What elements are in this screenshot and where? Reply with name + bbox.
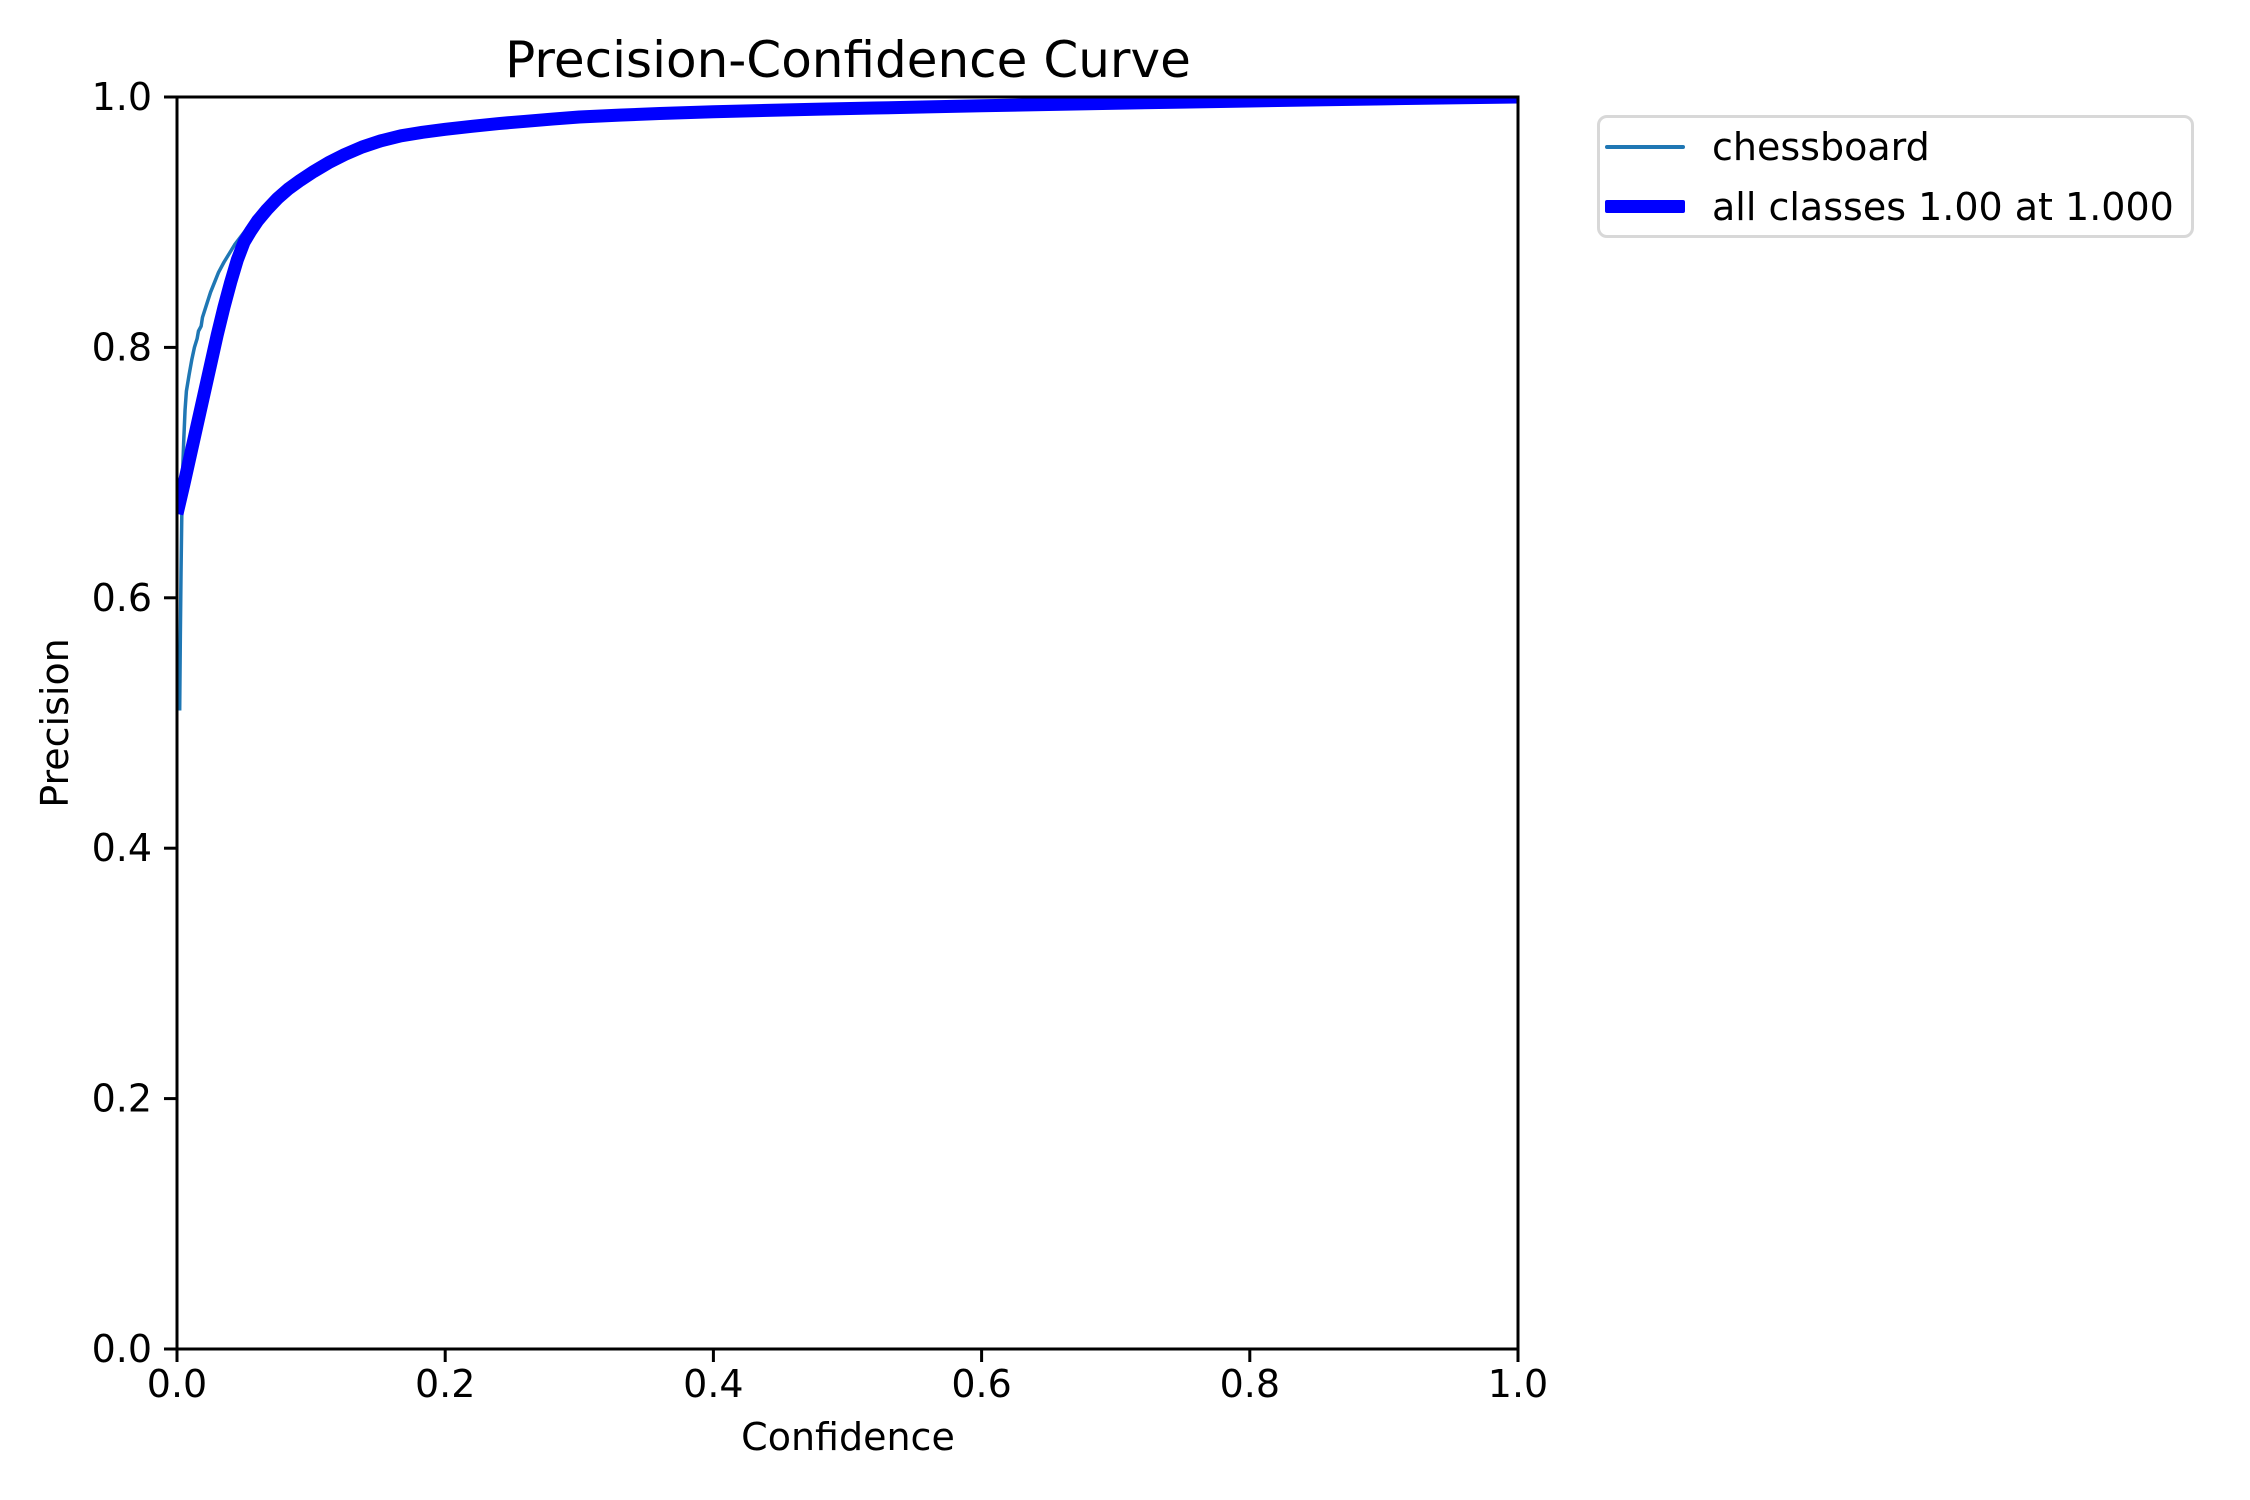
legend-line-swatch-all-classes <box>1605 200 1685 213</box>
legend-swatch-wrap <box>1605 200 1685 213</box>
legend-item-chessboard: chessboard <box>1605 124 2191 170</box>
chart-title: Precision-Confidence Curve <box>505 31 1191 89</box>
legend: chessboard all classes 1.00 at 1.000 <box>1597 115 2194 238</box>
x-tick-label: 0.8 <box>1220 1362 1280 1406</box>
legend-swatch-wrap <box>1605 144 1685 149</box>
x-axis-label: Confidence <box>741 1415 955 1459</box>
legend-item-all-classes: all classes 1.00 at 1.000 <box>1605 184 2191 230</box>
y-tick-label: 0.2 <box>92 1077 152 1121</box>
legend-label-all-classes: all classes 1.00 at 1.000 <box>1712 184 2174 229</box>
x-tick-label: 0.2 <box>415 1362 475 1406</box>
x-tick-label: 0.6 <box>951 1362 1011 1406</box>
x-tick-label: 0.0 <box>147 1362 207 1406</box>
y-tick-label: 0.6 <box>92 576 152 620</box>
y-axis-label: Precision <box>33 638 77 808</box>
legend-line-swatch-chessboard <box>1605 144 1685 149</box>
series-line-all-classes <box>177 97 1518 516</box>
x-tick-label: 1.0 <box>1488 1362 1548 1406</box>
y-tick-label: 0.0 <box>92 1327 152 1371</box>
legend-label-chessboard: chessboard <box>1712 124 1930 169</box>
y-tick-label: 0.8 <box>92 325 152 369</box>
y-tick-label: 0.4 <box>92 826 152 870</box>
x-tick-label: 0.4 <box>683 1362 743 1406</box>
series-line-chessboard <box>177 97 1518 711</box>
y-tick-label: 1.0 <box>92 75 152 119</box>
axes-spines <box>175 95 1520 1351</box>
